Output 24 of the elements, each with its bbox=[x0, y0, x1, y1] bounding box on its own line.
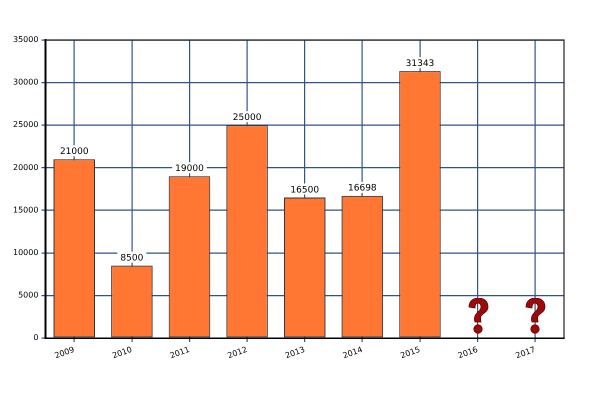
x-tick-label: 2009 bbox=[53, 344, 76, 360]
y-tick-label: 30000 bbox=[12, 78, 38, 87]
data-label: 16698 bbox=[348, 184, 377, 194]
data-label: 25000 bbox=[232, 112, 262, 123]
y-tick-label: 10000 bbox=[12, 248, 38, 257]
data-label: 31343 bbox=[406, 58, 434, 69]
x-tick-label: 2013 bbox=[284, 344, 306, 360]
y-tick-label: 35000 bbox=[12, 35, 38, 44]
x-tick-label: 2011 bbox=[168, 344, 191, 360]
y-tick-label: 15000 bbox=[12, 205, 38, 214]
x-tick-label: 2010 bbox=[111, 344, 134, 360]
x-tick-label: 2017 bbox=[514, 344, 537, 360]
data-label: 19000 bbox=[175, 164, 204, 174]
y-tick-label: 5000 bbox=[18, 290, 38, 300]
y-tick-label: 0 bbox=[33, 333, 38, 342]
y-tick-label: 20000 bbox=[12, 162, 38, 172]
data-label: 8500 bbox=[120, 253, 144, 264]
data-label: 21000 bbox=[60, 147, 89, 158]
x-tick-label: 2014 bbox=[342, 344, 364, 360]
x-tick-label: 2015 bbox=[399, 344, 422, 360]
y-tick-label: 25000 bbox=[12, 120, 38, 130]
data-label: 16500 bbox=[290, 185, 320, 196]
x-tick-label: 2012 bbox=[226, 344, 249, 360]
x-tick-label: 2016 bbox=[456, 344, 479, 360]
